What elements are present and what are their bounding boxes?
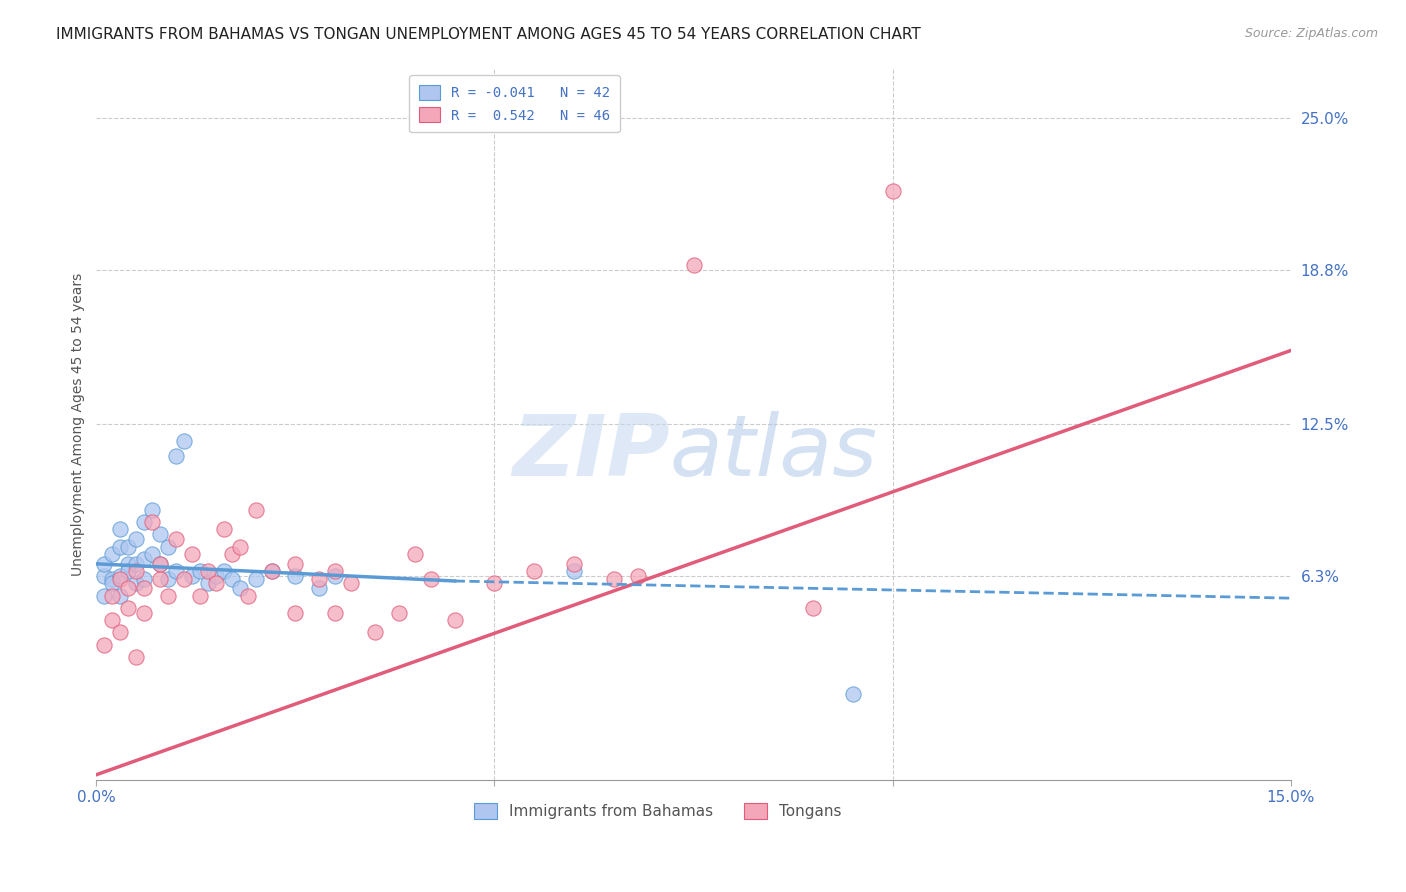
Point [260,564,283,578]
Point [323,569,346,583]
Point [404,547,426,561]
Point [173,572,195,586]
Point [562,557,585,571]
Point [204,569,226,583]
Point [125,557,148,571]
Point [125,576,148,591]
Point [228,540,250,554]
Point [110,569,132,583]
Point [221,572,243,586]
Point [882,184,904,198]
Point [221,547,243,561]
Point [156,589,179,603]
Point [484,576,506,591]
Point [110,625,132,640]
Point [110,572,132,586]
Point [308,572,330,586]
Point [204,576,226,591]
Text: IMMIGRANTS FROM BAHAMAS VS TONGAN UNEMPLOYMENT AMONG AGES 45 TO 54 YEARS CORRELA: IMMIGRANTS FROM BAHAMAS VS TONGAN UNEMPL… [56,27,921,42]
Point [141,547,163,561]
Point [603,572,626,586]
Point [308,582,330,596]
Point [284,606,307,620]
Point [101,613,124,627]
Point [180,547,202,561]
Point [156,540,179,554]
Point [125,650,148,665]
Point [801,601,824,615]
Point [443,613,465,627]
Point [149,557,172,571]
Point [236,589,259,603]
Point [149,557,172,571]
Point [323,564,346,578]
Point [101,589,124,603]
Point [212,523,235,537]
Point [245,503,267,517]
Text: ZIP: ZIP [512,411,669,494]
Point [93,638,115,652]
Point [149,527,172,541]
Point [93,557,115,571]
Point [101,547,124,561]
Point [173,434,195,449]
Point [284,569,307,583]
Point [110,523,132,537]
Point [627,569,650,583]
Point [188,564,211,578]
Point [562,564,585,578]
Text: Source: ZipAtlas.com: Source: ZipAtlas.com [1244,27,1378,40]
Point [134,582,156,596]
Point [165,564,187,578]
Point [101,572,124,586]
Point [110,540,132,554]
Point [134,515,156,529]
Point [141,515,163,529]
Point [842,687,865,701]
Point [165,449,187,463]
Point [93,589,115,603]
Point [117,582,139,596]
Point [165,533,187,547]
Point [117,540,139,554]
Point [180,569,202,583]
Point [134,572,156,586]
Point [197,564,219,578]
Point [388,606,411,620]
Point [117,564,139,578]
Point [197,576,219,591]
Point [101,576,124,591]
Point [245,572,267,586]
Point [156,572,179,586]
Legend: Immigrants from Bahamas, Tongans: Immigrants from Bahamas, Tongans [468,797,848,825]
Point [228,582,250,596]
Point [149,572,172,586]
Point [117,601,139,615]
Point [523,564,546,578]
Point [260,564,283,578]
Point [419,572,441,586]
Point [134,552,156,566]
Point [212,564,235,578]
Point [323,606,346,620]
Point [364,625,387,640]
Point [125,564,148,578]
Point [117,557,139,571]
Point [340,576,363,591]
Point [141,503,163,517]
Point [284,557,307,571]
Text: atlas: atlas [669,411,877,494]
Point [110,589,132,603]
Point [188,589,211,603]
Point [134,606,156,620]
Y-axis label: Unemployment Among Ages 45 to 54 years: Unemployment Among Ages 45 to 54 years [72,272,86,575]
Point [682,258,704,272]
Point [125,533,148,547]
Point [93,569,115,583]
